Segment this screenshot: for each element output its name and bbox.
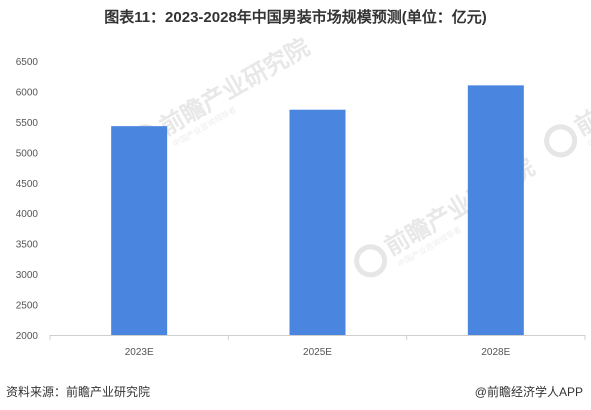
y-tick-label: 4000: [16, 209, 39, 220]
y-axis: 2000 2500 3000 3500 4000 4500 5000 5500 6000 6500: [16, 57, 39, 342]
y-tick-label: 4500: [16, 179, 39, 190]
y-tick-label: 3000: [16, 270, 39, 281]
brand-credit: @前瞻经济学人APP: [474, 385, 583, 399]
y-tick-label: 3500: [16, 240, 39, 251]
watermark-text: 前瞻产业研究院: [570, 33, 591, 141]
x-category-label: 2028E: [481, 347, 510, 358]
x-category-label: 2025E: [303, 347, 332, 358]
y-tick-label: 6000: [16, 87, 39, 98]
source-note: 资料来源：前瞻产业研究院: [6, 385, 151, 399]
chart-title: 图表11：2023-2028年中国男装市场规模预测(单位：亿元): [104, 9, 487, 26]
y-tick-label: 2000: [16, 331, 39, 342]
bar-2023E: [111, 126, 168, 335]
y-tick-label: 2500: [16, 301, 39, 312]
watermark-logo-icon: [544, 124, 578, 158]
y-tick-label: 5000: [16, 148, 39, 159]
y-tick-label: 5500: [16, 118, 39, 129]
watermark-logo-icon: [354, 244, 388, 278]
bar-2025E: [289, 109, 346, 335]
x-category-label: 2023E: [125, 347, 154, 358]
y-tick-label: 6500: [16, 57, 39, 68]
x-axis: 2023E 2025E 2028E: [49, 335, 586, 358]
bars: [111, 85, 524, 335]
bar-2028E: [467, 85, 524, 335]
